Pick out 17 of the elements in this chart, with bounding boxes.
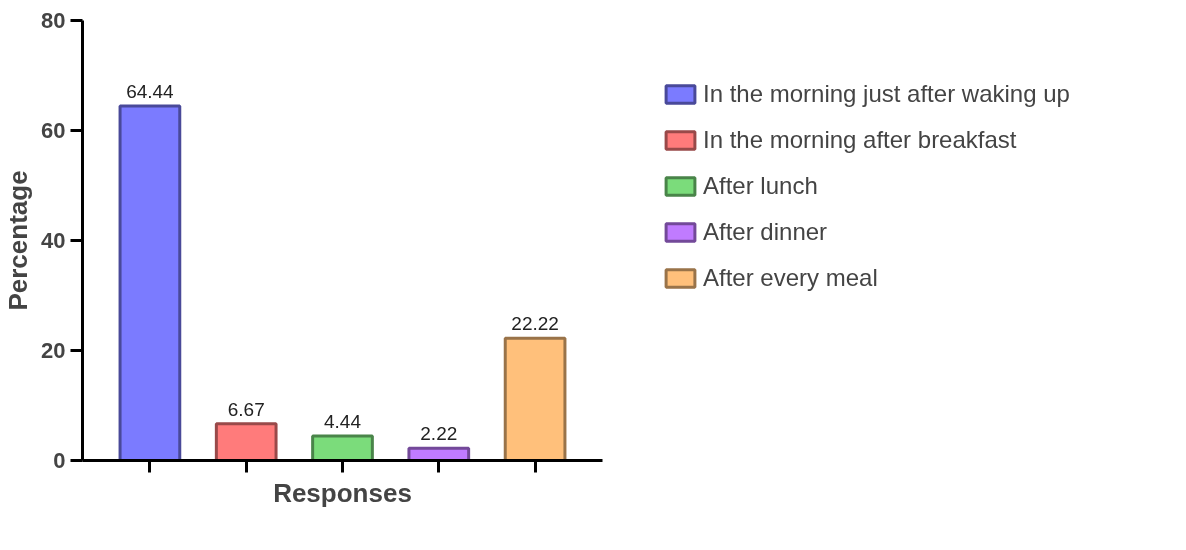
data-label: 2.22 (420, 423, 458, 445)
y-tick-label: 40 (41, 228, 66, 253)
data-label: 64.44 (126, 81, 175, 103)
x-axis-title: Responses (273, 477, 412, 508)
data-label: 4.44 (324, 411, 362, 433)
y-axis-title: Percentage (3, 170, 34, 311)
legend-label: After lunch (703, 172, 818, 200)
y-tick-label: 20 (41, 338, 66, 363)
legend-label: After every meal (703, 264, 878, 292)
y-tick-label: 80 (41, 8, 66, 33)
y-tick-label: 60 (41, 118, 66, 143)
data-label: 6.67 (227, 398, 265, 420)
y-tick-label: 0 (53, 448, 66, 473)
data-label: 22.22 (511, 313, 559, 335)
legend-label: In the morning after breakfast (703, 126, 1017, 154)
legend-label: After dinner (703, 218, 828, 246)
legend-label: In the morning just after waking up (703, 80, 1070, 108)
